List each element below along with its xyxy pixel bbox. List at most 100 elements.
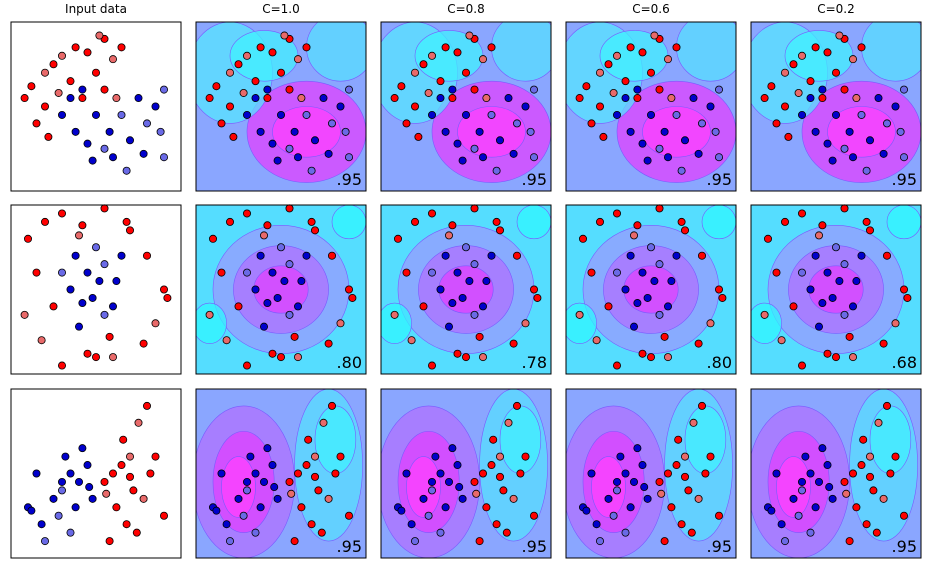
point (510, 150, 517, 157)
field-contour (315, 406, 356, 474)
point (286, 311, 293, 318)
point (698, 252, 705, 259)
point (337, 320, 344, 327)
point (668, 504, 675, 511)
point (644, 294, 651, 301)
panel: .80 (193, 205, 366, 374)
point (152, 103, 159, 110)
point (113, 94, 120, 101)
point (807, 470, 814, 477)
point (294, 56, 301, 63)
point (442, 504, 449, 511)
point (588, 470, 595, 477)
point (488, 461, 495, 468)
point (617, 453, 624, 460)
point (264, 445, 271, 452)
point (530, 154, 537, 161)
point (644, 495, 651, 502)
point (58, 111, 65, 118)
point (593, 521, 600, 528)
point (841, 86, 848, 93)
point (305, 436, 312, 443)
point (613, 52, 620, 59)
point (24, 235, 31, 242)
point (883, 402, 890, 409)
point (517, 470, 524, 477)
point (778, 521, 785, 528)
point (411, 69, 418, 76)
score: .95 (337, 170, 362, 189)
point (277, 111, 284, 118)
point (832, 69, 839, 76)
point (415, 133, 422, 140)
point (815, 232, 822, 239)
field-contour (500, 406, 541, 474)
point (846, 538, 853, 545)
point (781, 538, 788, 545)
point (449, 299, 456, 306)
point (160, 154, 167, 161)
point (668, 277, 675, 284)
point (21, 94, 28, 101)
point (252, 470, 259, 477)
point (408, 521, 415, 528)
point (681, 137, 688, 144)
point (394, 235, 401, 242)
decision-field (748, 205, 921, 374)
point (802, 453, 809, 460)
point (781, 69, 788, 76)
point (41, 69, 48, 76)
decision-field (558, 14, 745, 191)
point (459, 157, 466, 164)
point (325, 495, 332, 502)
point (870, 487, 877, 494)
point (832, 354, 839, 361)
point (900, 86, 907, 93)
field-contour (887, 205, 921, 239)
panel: .95 (378, 389, 551, 558)
point (277, 354, 284, 361)
point (596, 538, 603, 545)
point (411, 218, 418, 225)
point (213, 83, 220, 90)
point (303, 111, 310, 118)
point (281, 32, 288, 39)
point (442, 252, 449, 259)
point (664, 56, 671, 63)
point (798, 269, 805, 276)
field-contour (748, 303, 782, 344)
point (698, 402, 705, 409)
point (143, 120, 150, 127)
point (33, 470, 40, 477)
point (328, 252, 335, 259)
point (479, 154, 486, 161)
point (291, 538, 298, 545)
point (658, 490, 665, 497)
point (503, 529, 510, 536)
point (576, 94, 583, 101)
point (863, 218, 870, 225)
point (836, 277, 843, 284)
point (795, 89, 802, 96)
point (819, 222, 826, 229)
field-contour (492, 14, 560, 82)
point (761, 94, 768, 101)
point (500, 487, 507, 494)
score: .80 (337, 353, 362, 372)
point (140, 150, 147, 157)
point (101, 311, 108, 318)
point (62, 453, 69, 460)
point (349, 294, 356, 301)
point (819, 445, 826, 452)
point (712, 128, 719, 135)
point (123, 218, 130, 225)
point (673, 111, 680, 118)
point (819, 86, 826, 93)
point (298, 504, 305, 511)
point (428, 487, 435, 494)
point (308, 218, 315, 225)
point (408, 337, 415, 344)
point (807, 78, 814, 85)
point (209, 235, 216, 242)
point (860, 436, 867, 443)
